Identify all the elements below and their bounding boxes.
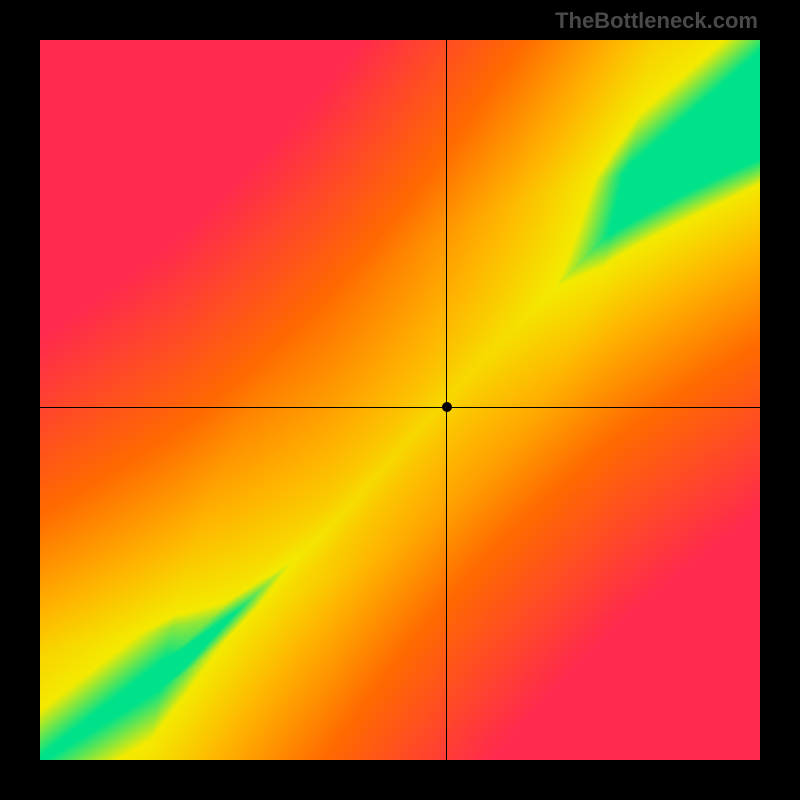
crosshair-marker (442, 402, 452, 412)
crosshair-vertical (446, 40, 447, 760)
watermark-text: TheBottleneck.com (555, 8, 758, 34)
crosshair-horizontal (40, 407, 760, 408)
heatmap-canvas (40, 40, 760, 760)
plot-area (40, 40, 760, 760)
